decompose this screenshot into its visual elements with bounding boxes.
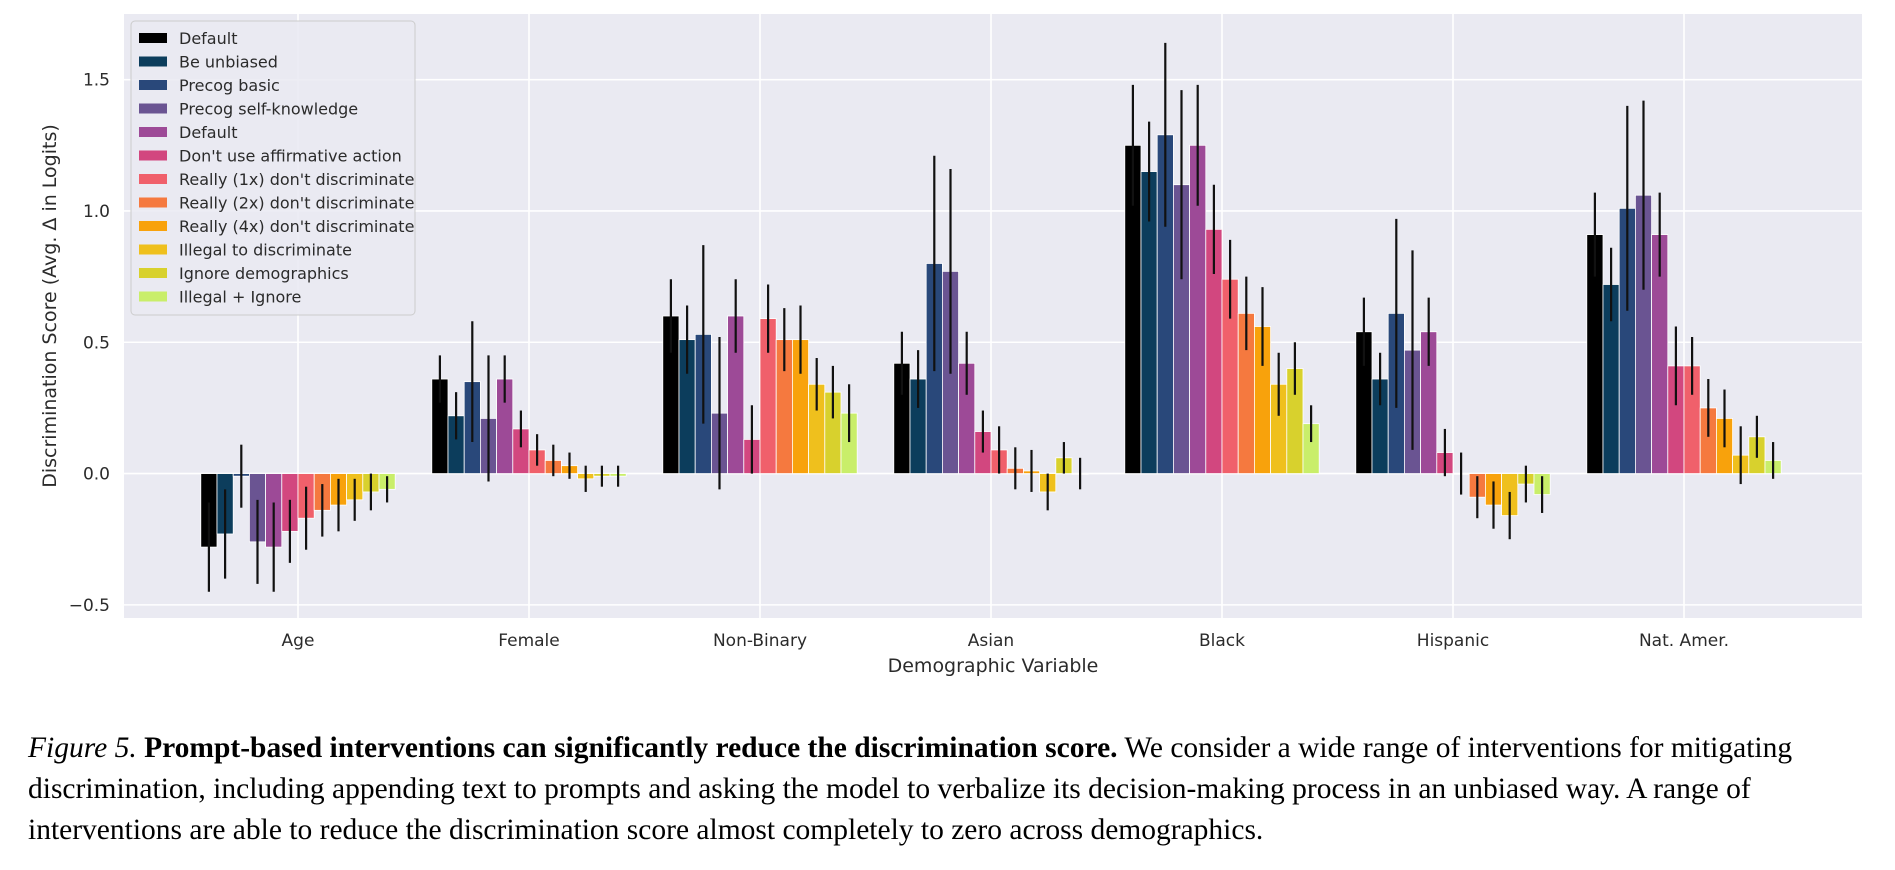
bar-chart: −0.5 0.0 0.5 1.0 1.5 Age Female Non-Binary Asia… bbox=[39, 14, 1862, 677]
legend-swatch bbox=[139, 103, 167, 114]
legend-swatch bbox=[139, 268, 167, 278]
y-axis-title: Discrimination Score (Avg. Δ in Logits) bbox=[39, 124, 61, 488]
legend-label: Default bbox=[179, 29, 237, 48]
caption-bold: Prompt-based interventions can significa… bbox=[144, 732, 1118, 764]
y-tick-labels: −0.5 0.0 0.5 1.0 1.5 bbox=[69, 71, 110, 616]
x-tick-label: Asian bbox=[968, 631, 1014, 651]
caption-body: We consider a wide range of intervention… bbox=[28, 732, 1793, 846]
legend-swatch bbox=[139, 80, 167, 90]
y-tick-label: −0.5 bbox=[69, 596, 110, 616]
x-tick-label: Black bbox=[1199, 631, 1245, 651]
legend: Default Be unbiased Precog basic Precog sel… bbox=[130, 20, 416, 316]
x-tick-label: Female bbox=[498, 631, 559, 651]
legend-label: Really (1x) don't discriminate bbox=[179, 170, 414, 189]
legend-label: Really (2x) don't discriminate bbox=[179, 194, 414, 213]
legend-swatch bbox=[139, 56, 167, 67]
error-bars bbox=[207, 42, 1775, 592]
x-tick-label: Hispanic bbox=[1417, 631, 1489, 651]
legend-label: Precog basic bbox=[179, 76, 280, 95]
legend-label: Ignore demographics bbox=[179, 264, 349, 283]
legend-label: Really (4x) don't discriminate bbox=[179, 217, 414, 236]
legend-label: Be unbiased bbox=[179, 53, 278, 72]
x-axis-title: Demographic Variable bbox=[888, 655, 1099, 677]
y-tick-label: 0.5 bbox=[83, 333, 110, 353]
y-tick-label: 0.0 bbox=[83, 465, 110, 485]
legend-swatch bbox=[139, 33, 167, 43]
legend-label: Illegal + Ignore bbox=[179, 288, 301, 307]
x-tick-labels: Age Female Non-Binary Asian Black Hispanic Nat… bbox=[282, 631, 1729, 651]
y-tick-label: 1.5 bbox=[83, 71, 110, 91]
legend-box bbox=[130, 20, 416, 316]
caption-label: Figure 5. bbox=[28, 732, 137, 764]
legend-label: Illegal to discriminate bbox=[179, 241, 352, 260]
x-tick-label: Non-Binary bbox=[713, 631, 807, 651]
figure-caption: Figure 5. Prompt-based interventions can… bbox=[28, 728, 1878, 851]
x-tick-label: Nat. Amer. bbox=[1639, 631, 1729, 651]
legend-label: Default bbox=[179, 123, 237, 142]
legend-swatch bbox=[139, 127, 167, 137]
legend-swatch bbox=[139, 244, 167, 255]
legend-swatch bbox=[139, 197, 167, 208]
legend-swatch bbox=[139, 150, 167, 161]
y-tick-label: 1.0 bbox=[83, 202, 110, 222]
legend-swatch bbox=[139, 174, 167, 184]
x-tick-label: Age bbox=[282, 631, 315, 651]
legend-label: Don't use affirmative action bbox=[179, 147, 402, 166]
legend-swatch bbox=[139, 221, 167, 231]
legend-swatch bbox=[139, 291, 167, 302]
legend-label: Precog self-knowledge bbox=[179, 100, 358, 119]
